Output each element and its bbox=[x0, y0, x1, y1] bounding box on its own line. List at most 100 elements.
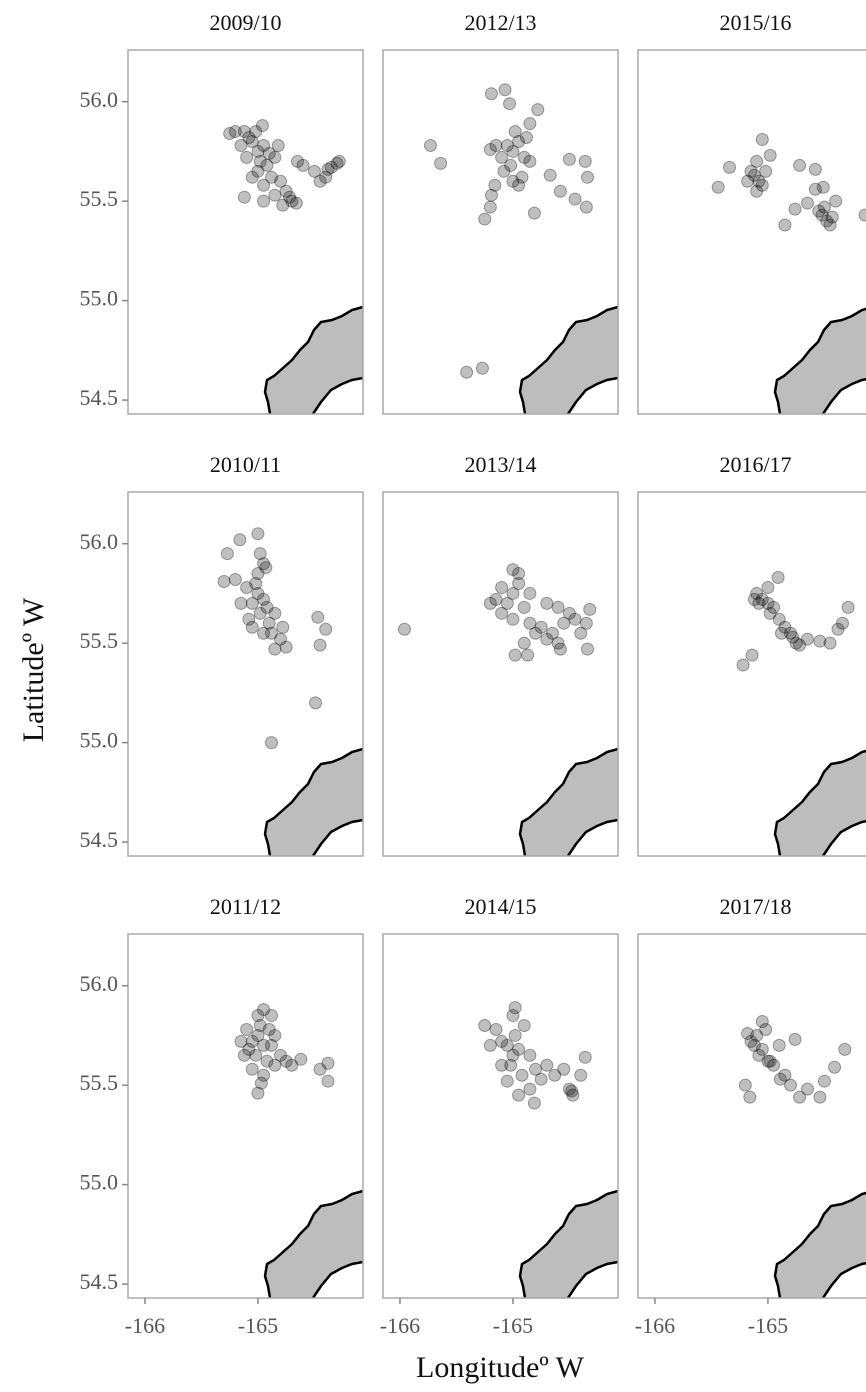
point bbox=[750, 586, 764, 600]
point bbox=[523, 1048, 537, 1062]
point bbox=[752, 174, 766, 188]
point bbox=[478, 1018, 492, 1032]
point bbox=[521, 648, 535, 662]
panel-border bbox=[382, 933, 619, 1299]
point bbox=[574, 1068, 588, 1082]
point bbox=[578, 154, 592, 168]
point bbox=[711, 180, 725, 194]
point bbox=[772, 612, 786, 626]
point bbox=[498, 83, 512, 97]
point bbox=[808, 182, 822, 196]
point bbox=[285, 1058, 299, 1072]
point bbox=[752, 596, 766, 610]
point bbox=[484, 188, 498, 202]
point bbox=[279, 184, 293, 198]
point bbox=[260, 1054, 274, 1068]
point bbox=[551, 636, 565, 650]
panel: 2015/16 bbox=[637, 10, 866, 415]
x-tick-label: -166 bbox=[380, 1313, 420, 1338]
point bbox=[793, 158, 807, 172]
point bbox=[234, 596, 248, 610]
point bbox=[257, 557, 271, 571]
y-tick-label: 55.0 bbox=[80, 286, 119, 311]
panel-body bbox=[397, 563, 618, 856]
point bbox=[497, 164, 511, 178]
y-tick-label: 55.0 bbox=[80, 1170, 119, 1195]
point bbox=[319, 170, 333, 184]
panel-body bbox=[478, 1001, 618, 1298]
point bbox=[841, 600, 855, 614]
point bbox=[557, 616, 571, 630]
point bbox=[750, 184, 764, 198]
point bbox=[264, 626, 278, 640]
point bbox=[495, 150, 509, 164]
point bbox=[838, 1042, 852, 1056]
y-tick-label: 55.5 bbox=[80, 186, 119, 211]
point bbox=[817, 200, 831, 214]
panel-body bbox=[738, 1015, 866, 1298]
point bbox=[566, 1088, 580, 1102]
point bbox=[767, 600, 781, 614]
point bbox=[778, 218, 792, 232]
panel-body bbox=[711, 133, 866, 414]
point bbox=[220, 547, 234, 561]
point bbox=[307, 164, 321, 178]
point bbox=[268, 606, 282, 620]
point bbox=[274, 174, 288, 188]
point bbox=[245, 620, 259, 634]
point bbox=[242, 1042, 256, 1056]
point bbox=[512, 576, 526, 590]
point bbox=[506, 144, 520, 158]
panel: 2016/17 bbox=[637, 452, 866, 857]
point bbox=[257, 138, 271, 152]
point bbox=[495, 606, 509, 620]
point bbox=[276, 198, 290, 212]
point bbox=[557, 1062, 571, 1076]
point bbox=[506, 174, 520, 188]
point bbox=[761, 596, 775, 610]
point bbox=[828, 1060, 842, 1074]
x-tick-label: -166 bbox=[125, 1313, 165, 1338]
point bbox=[276, 620, 290, 634]
point bbox=[767, 1058, 781, 1072]
panel: 2011/12 54.5 55.0 55.5 56.0 -166 -165 bbox=[80, 894, 364, 1338]
point bbox=[565, 1084, 579, 1098]
panel-title: 2015/16 bbox=[719, 10, 791, 35]
point bbox=[504, 158, 518, 172]
point bbox=[500, 138, 514, 152]
point bbox=[771, 571, 785, 585]
point bbox=[755, 178, 769, 192]
point bbox=[562, 152, 576, 166]
point bbox=[483, 1038, 497, 1052]
point bbox=[483, 142, 497, 156]
point bbox=[311, 610, 325, 624]
point bbox=[264, 170, 278, 184]
point bbox=[835, 616, 849, 630]
y-tick-label: 55.0 bbox=[80, 728, 119, 753]
point bbox=[500, 1038, 514, 1052]
x-tick-label: -166 bbox=[635, 1313, 675, 1338]
point bbox=[495, 580, 509, 594]
point bbox=[759, 164, 773, 178]
y-tick-label: 54.5 bbox=[80, 827, 119, 852]
panel-title: 2016/17 bbox=[719, 452, 791, 477]
point bbox=[515, 170, 529, 184]
point bbox=[744, 1034, 758, 1048]
y-tick-label: 55.5 bbox=[80, 1070, 119, 1095]
point bbox=[551, 600, 565, 614]
point bbox=[397, 622, 411, 636]
point bbox=[517, 636, 531, 650]
point bbox=[237, 125, 251, 139]
panel-title: 2017/18 bbox=[719, 894, 791, 919]
point bbox=[268, 150, 282, 164]
point bbox=[540, 596, 554, 610]
point bbox=[503, 97, 517, 111]
point bbox=[772, 1038, 786, 1052]
point bbox=[434, 156, 448, 170]
point bbox=[580, 170, 594, 184]
point bbox=[259, 561, 273, 575]
point bbox=[529, 626, 543, 640]
point bbox=[774, 626, 788, 640]
point bbox=[237, 190, 251, 204]
